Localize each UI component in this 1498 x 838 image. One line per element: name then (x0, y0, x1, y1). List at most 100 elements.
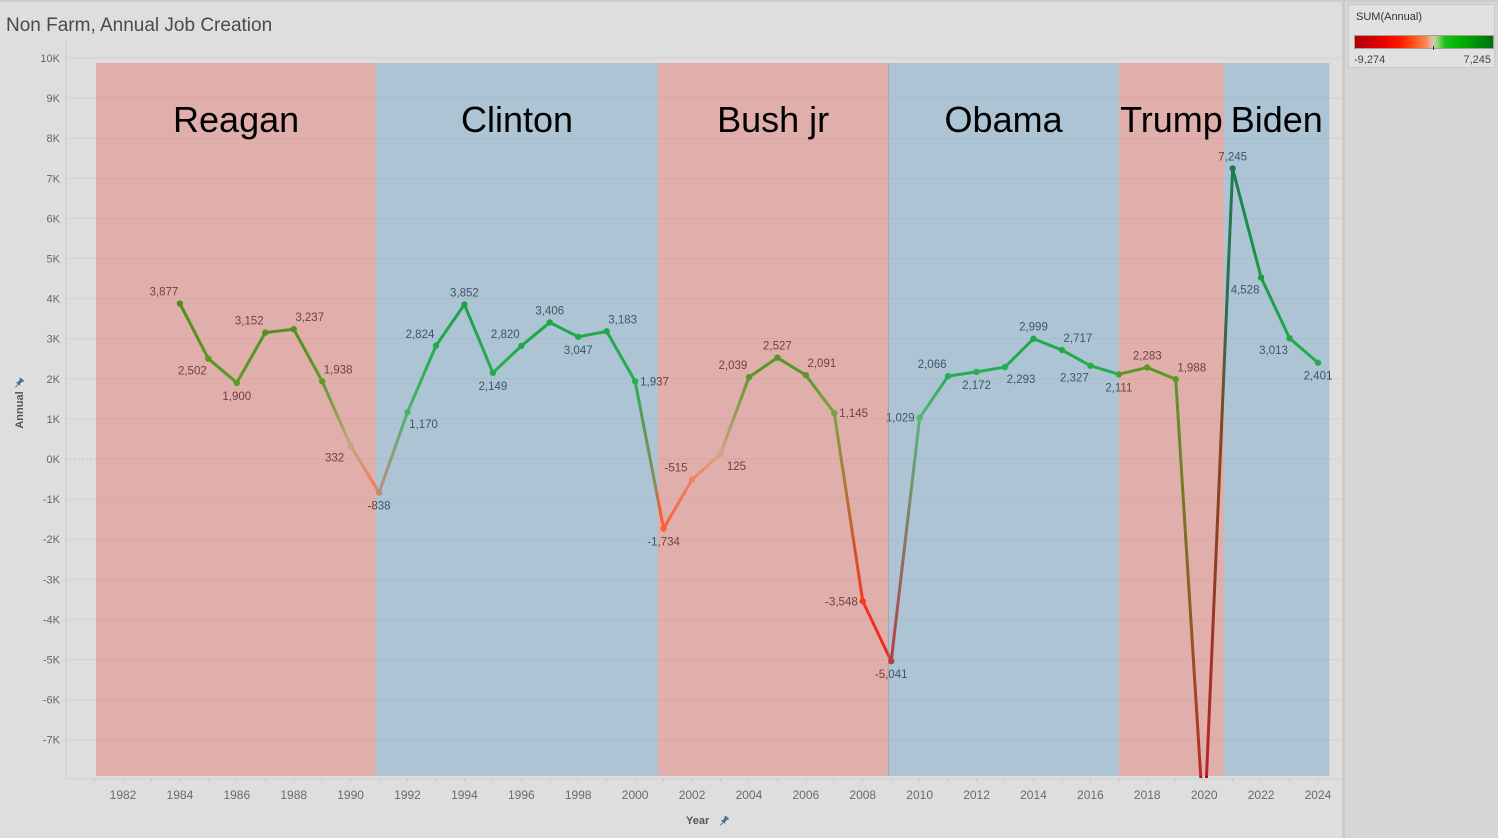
data-point-2010[interactable] (916, 414, 923, 421)
line-segment (605, 329, 637, 383)
line-segment (804, 373, 836, 415)
data-point-2014[interactable] (1030, 335, 1037, 342)
president-label: Bush jr (717, 99, 829, 140)
line-segment (235, 331, 267, 385)
data-point-2009[interactable] (888, 657, 895, 665)
data-label: 1,170 (409, 419, 438, 431)
pane-divider[interactable] (1342, 2, 1345, 838)
y-tick-label: -1K (43, 494, 61, 506)
data-point-2011[interactable] (944, 372, 952, 380)
data-point-2003[interactable] (717, 450, 724, 458)
data-label: 2,293 (1007, 374, 1036, 386)
color-legend-bar (1354, 35, 1494, 49)
legend-zero-marker (1432, 46, 1434, 50)
x-tick-label: 2020 (1191, 788, 1218, 802)
data-label: 1,988 (1177, 362, 1206, 374)
data-point-2017[interactable] (1115, 371, 1123, 378)
x-tick-label: 2012 (963, 788, 990, 802)
x-tick-label: 1990 (337, 788, 364, 802)
data-label: 2,502 (178, 366, 207, 378)
data-point-2021[interactable] (1229, 165, 1236, 172)
president-label: Trump (1120, 99, 1223, 140)
data-label: 2,066 (918, 359, 947, 371)
data-label: -838 (368, 501, 391, 513)
x-tick-label: 2008 (849, 788, 876, 802)
data-label: 2,824 (406, 329, 435, 341)
data-point-1992[interactable] (404, 408, 411, 416)
data-point-1999[interactable] (603, 328, 610, 335)
data-point-1996[interactable] (518, 342, 525, 350)
data-point-1991[interactable] (375, 489, 383, 496)
line-segment (1145, 365, 1178, 381)
x-tick-label: 2018 (1134, 788, 1161, 802)
data-point-1994[interactable] (461, 301, 468, 308)
data-point-2019[interactable] (1172, 376, 1179, 383)
president-bands (95, 63, 1330, 776)
data-label: -3,548 (825, 596, 858, 608)
data-point-2018[interactable] (1144, 364, 1151, 371)
data-point-2022[interactable] (1257, 274, 1265, 281)
data-label: 3,877 (150, 287, 179, 299)
data-point-1987[interactable] (262, 329, 269, 336)
legend-max-label: 7,245 (1463, 54, 1491, 66)
line-segment (662, 478, 694, 531)
data-point-2006[interactable] (802, 371, 810, 379)
y-axis-title: Annual (0, 374, 40, 444)
pin-icon[interactable] (13, 377, 25, 389)
data-point-2007[interactable] (831, 409, 838, 417)
data-point-2024[interactable] (1314, 359, 1322, 366)
pin-icon[interactable] (718, 815, 730, 827)
data-point-1995[interactable] (489, 369, 497, 377)
y-tick-label: -6K (43, 695, 61, 707)
line-segment (975, 365, 1007, 374)
data-point-2012[interactable] (973, 368, 980, 376)
line-segment (1259, 275, 1292, 340)
data-point-2023[interactable] (1286, 334, 1293, 342)
data-point-2013[interactable] (1001, 363, 1009, 371)
data-point-1988[interactable] (290, 325, 297, 333)
y-tick-label: 7K (47, 173, 61, 185)
line-segment (377, 410, 410, 495)
color-legend[interactable]: SUM(Annual) -9,274 7,245 (1348, 4, 1495, 68)
line-segment (633, 379, 666, 531)
x-tick-label: 2010 (906, 788, 933, 802)
president-label: Biden (1231, 99, 1323, 140)
data-label: 3,013 (1259, 345, 1288, 357)
data-label: 2,172 (962, 380, 991, 392)
data-point-1986[interactable] (233, 379, 241, 387)
data-point-1984[interactable] (176, 300, 184, 307)
data-point-2008[interactable] (859, 598, 866, 605)
x-tick-label: 2016 (1077, 788, 1104, 802)
y-tick-label: 1K (47, 414, 61, 426)
data-point-2016[interactable] (1087, 362, 1094, 369)
data-point-1998[interactable] (575, 333, 582, 341)
data-point-2005[interactable] (774, 354, 781, 361)
data-point-1993[interactable] (432, 342, 440, 349)
president-band-bush-jr (657, 63, 889, 776)
data-point-2002[interactable] (688, 476, 696, 483)
data-point-2001[interactable] (660, 525, 667, 532)
y-tick-label: 9K (47, 93, 61, 105)
x-tick-label: 2022 (1248, 788, 1275, 802)
x-tick-label: 1986 (223, 788, 250, 802)
x-axis-title-label: Year (686, 814, 710, 827)
x-axis-title: Year (686, 812, 730, 828)
data-label: 2,111 (1105, 382, 1132, 394)
president-label: Obama (945, 99, 1064, 140)
line-segment (1204, 166, 1235, 778)
data-point-1997[interactable] (546, 319, 553, 326)
x-tick-label: 1992 (394, 788, 421, 802)
data-point-2020[interactable] (1201, 828, 1207, 834)
data-point-1985[interactable] (205, 355, 212, 362)
line-segment (690, 452, 722, 482)
data-point-2015[interactable] (1058, 346, 1066, 354)
data-point-1989[interactable] (318, 378, 326, 385)
data-point-1990[interactable] (347, 442, 354, 449)
legend-title: SUM(Annual) (1356, 11, 1423, 23)
line-segment (1231, 166, 1263, 279)
y-tick-label: 6K (47, 213, 61, 225)
data-point-2000[interactable] (631, 378, 639, 385)
president-label: Clinton (461, 99, 573, 140)
data-point-2004[interactable] (745, 374, 753, 381)
x-tick-label: 2004 (736, 788, 763, 802)
